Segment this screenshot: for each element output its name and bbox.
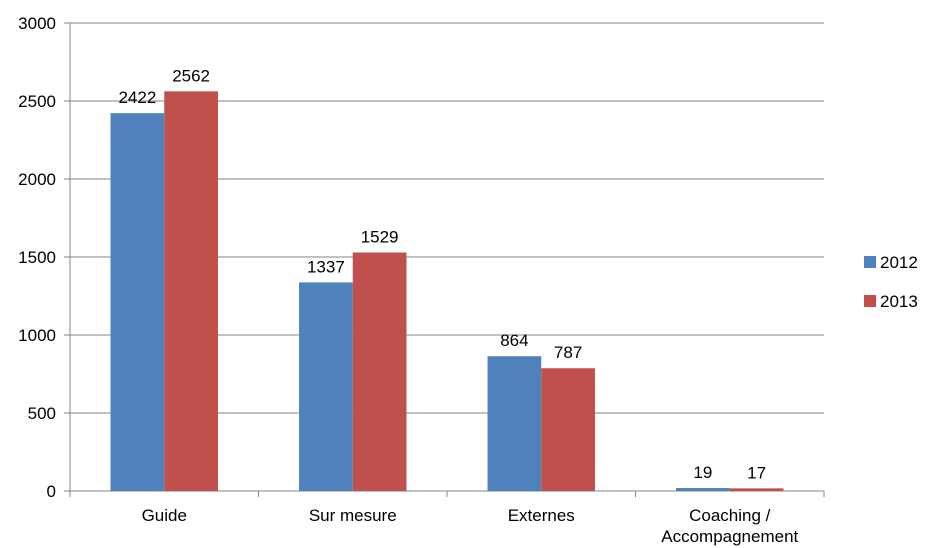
x-category-label: Guide bbox=[142, 506, 187, 525]
data-label: 2422 bbox=[118, 88, 156, 107]
category-label-line: Guide bbox=[142, 506, 187, 525]
labels: 0 500 1000 1500 2000 2500 3000 2422 2562 Guide 133… bbox=[18, 14, 798, 546]
bar-2012-2 bbox=[299, 282, 353, 491]
legend-swatch-2013 bbox=[864, 295, 876, 307]
bar-2012-3 bbox=[487, 356, 542, 491]
data-label: 787 bbox=[554, 343, 582, 362]
y-tick-label: 2000 bbox=[18, 170, 56, 189]
legend-label-2012: 2012 bbox=[880, 253, 918, 272]
x-category-label: Sur mesure bbox=[309, 506, 397, 525]
bar-2012-4 bbox=[676, 488, 730, 491]
data-label: 1337 bbox=[307, 257, 345, 276]
y-tick-label: 3000 bbox=[18, 14, 56, 33]
data-label: 19 bbox=[693, 463, 712, 482]
bar-2013-4 bbox=[729, 488, 784, 491]
data-label: 2562 bbox=[172, 66, 210, 85]
y-tick-label: 500 bbox=[28, 404, 56, 423]
bar-2013-3 bbox=[541, 368, 595, 491]
bars bbox=[110, 91, 784, 491]
legend-swatch-2012 bbox=[864, 256, 876, 268]
x-category-label: Coaching / Accompagnement bbox=[661, 506, 798, 546]
legend-label-2013: 2013 bbox=[880, 292, 918, 311]
x-category-label: Externes bbox=[508, 506, 575, 525]
data-label: 17 bbox=[747, 463, 766, 482]
category-label-line: Accompagnement bbox=[661, 527, 798, 546]
y-tick-label: 1500 bbox=[18, 248, 56, 267]
data-label: 864 bbox=[500, 331, 528, 350]
bar-2012-1 bbox=[110, 113, 165, 491]
category-label-line: Coaching / bbox=[689, 506, 771, 525]
category-label-line: Sur mesure bbox=[309, 506, 397, 525]
category-label-line: Externes bbox=[508, 506, 575, 525]
bar-2013-2 bbox=[352, 252, 407, 491]
y-tick-label: 2500 bbox=[18, 92, 56, 111]
y-tick-label: 1000 bbox=[18, 326, 56, 345]
bar-2013-1 bbox=[164, 91, 218, 491]
y-tick-label: 0 bbox=[47, 482, 56, 501]
data-label: 1529 bbox=[361, 227, 399, 246]
legend: 2012 2013 bbox=[864, 253, 918, 311]
